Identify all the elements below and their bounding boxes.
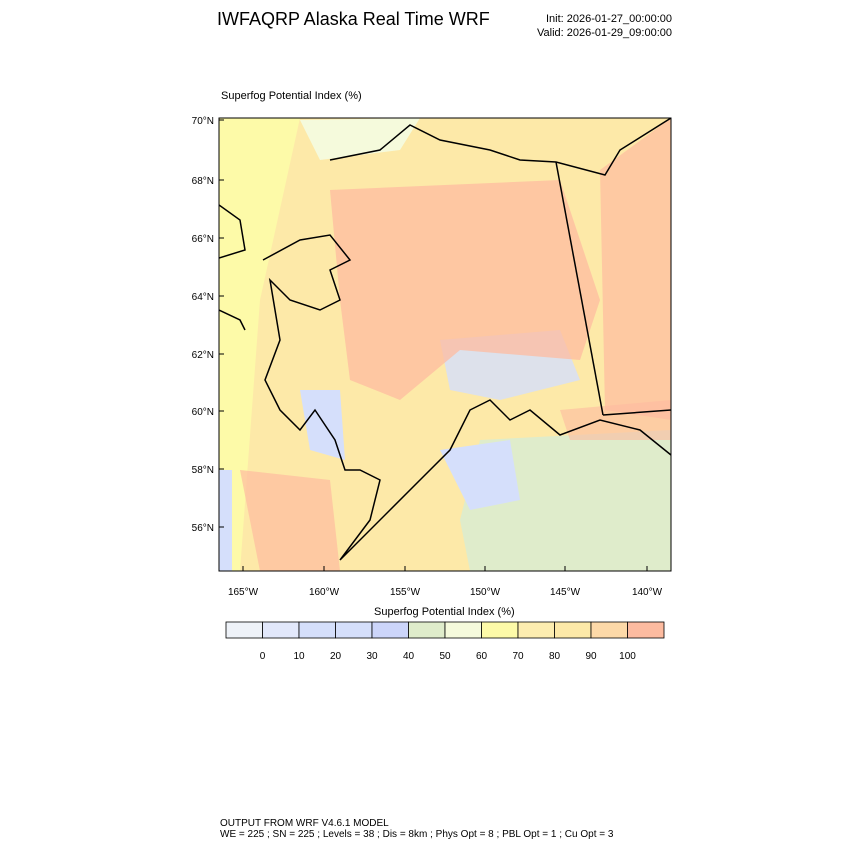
lat-label: 62°N	[192, 350, 214, 361]
lat-label: 64°N	[192, 292, 214, 303]
colorbar-label: 90	[585, 651, 597, 662]
lon-label: 160°W	[309, 587, 340, 598]
colorbar-label: 30	[366, 651, 378, 662]
colorbar-label: 10	[293, 651, 305, 662]
lat-label: 70°N	[192, 116, 214, 127]
colorbar-label: 0	[260, 651, 266, 662]
colorbar-label: 50	[439, 651, 451, 662]
lat-label: 60°N	[192, 407, 214, 418]
map-frame	[218, 117, 672, 572]
colorbar-label: 70	[512, 651, 524, 662]
colorbar-box	[225, 621, 263, 639]
colorbar-box	[590, 621, 628, 639]
field-title: Superfog Potential Index (%)	[221, 90, 362, 102]
colorbar-box	[371, 621, 409, 639]
lon-label: 150°W	[470, 587, 501, 598]
colorbar-box	[517, 621, 555, 639]
lat-label: 66°N	[192, 234, 214, 245]
colorbar-box	[262, 621, 300, 639]
init-time: Init: 2026-01-27_00:00:00	[546, 13, 672, 25]
map-field	[219, 118, 671, 571]
lon-label: 165°W	[228, 587, 259, 598]
colorbar-box	[481, 621, 519, 639]
colorbar-box	[408, 621, 446, 639]
lat-label: 58°N	[192, 465, 214, 476]
colorbar-box	[554, 621, 592, 639]
colorbar-box	[444, 621, 482, 639]
colorbar-box	[627, 621, 665, 639]
valid-time: Valid: 2026-01-29_09:00:00	[537, 27, 672, 39]
colorbar-label: 40	[403, 651, 415, 662]
colorbar-label: 100	[619, 651, 636, 662]
map-ticks: 70°N 68°N 66°N 64°N 62°N 60°N 58°N 56°N 165°W 160…	[192, 116, 663, 598]
colorbar-box	[335, 621, 373, 639]
lon-label: 155°W	[390, 587, 421, 598]
colorbar: 0 10 20 30 40 50 60 70 80 90 100	[225, 621, 665, 662]
lat-label: 68°N	[192, 176, 214, 187]
plot-title: IWFAQRP Alaska Real Time WRF	[217, 9, 490, 29]
colorbar-label: 80	[549, 651, 561, 662]
colorbar-label: 60	[476, 651, 488, 662]
lon-label: 145°W	[550, 587, 581, 598]
footer-model: OUTPUT FROM WRF V4.6.1 MODEL	[220, 818, 389, 829]
lat-label: 56°N	[192, 523, 214, 534]
footer-config: WE = 225 ; SN = 225 ; Levels = 38 ; Dis …	[220, 829, 614, 840]
colorbar-label: 20	[330, 651, 342, 662]
colorbar-box	[298, 621, 336, 639]
lon-label: 140°W	[632, 587, 663, 598]
colorbar-title: Superfog Potential Index (%)	[374, 606, 515, 618]
